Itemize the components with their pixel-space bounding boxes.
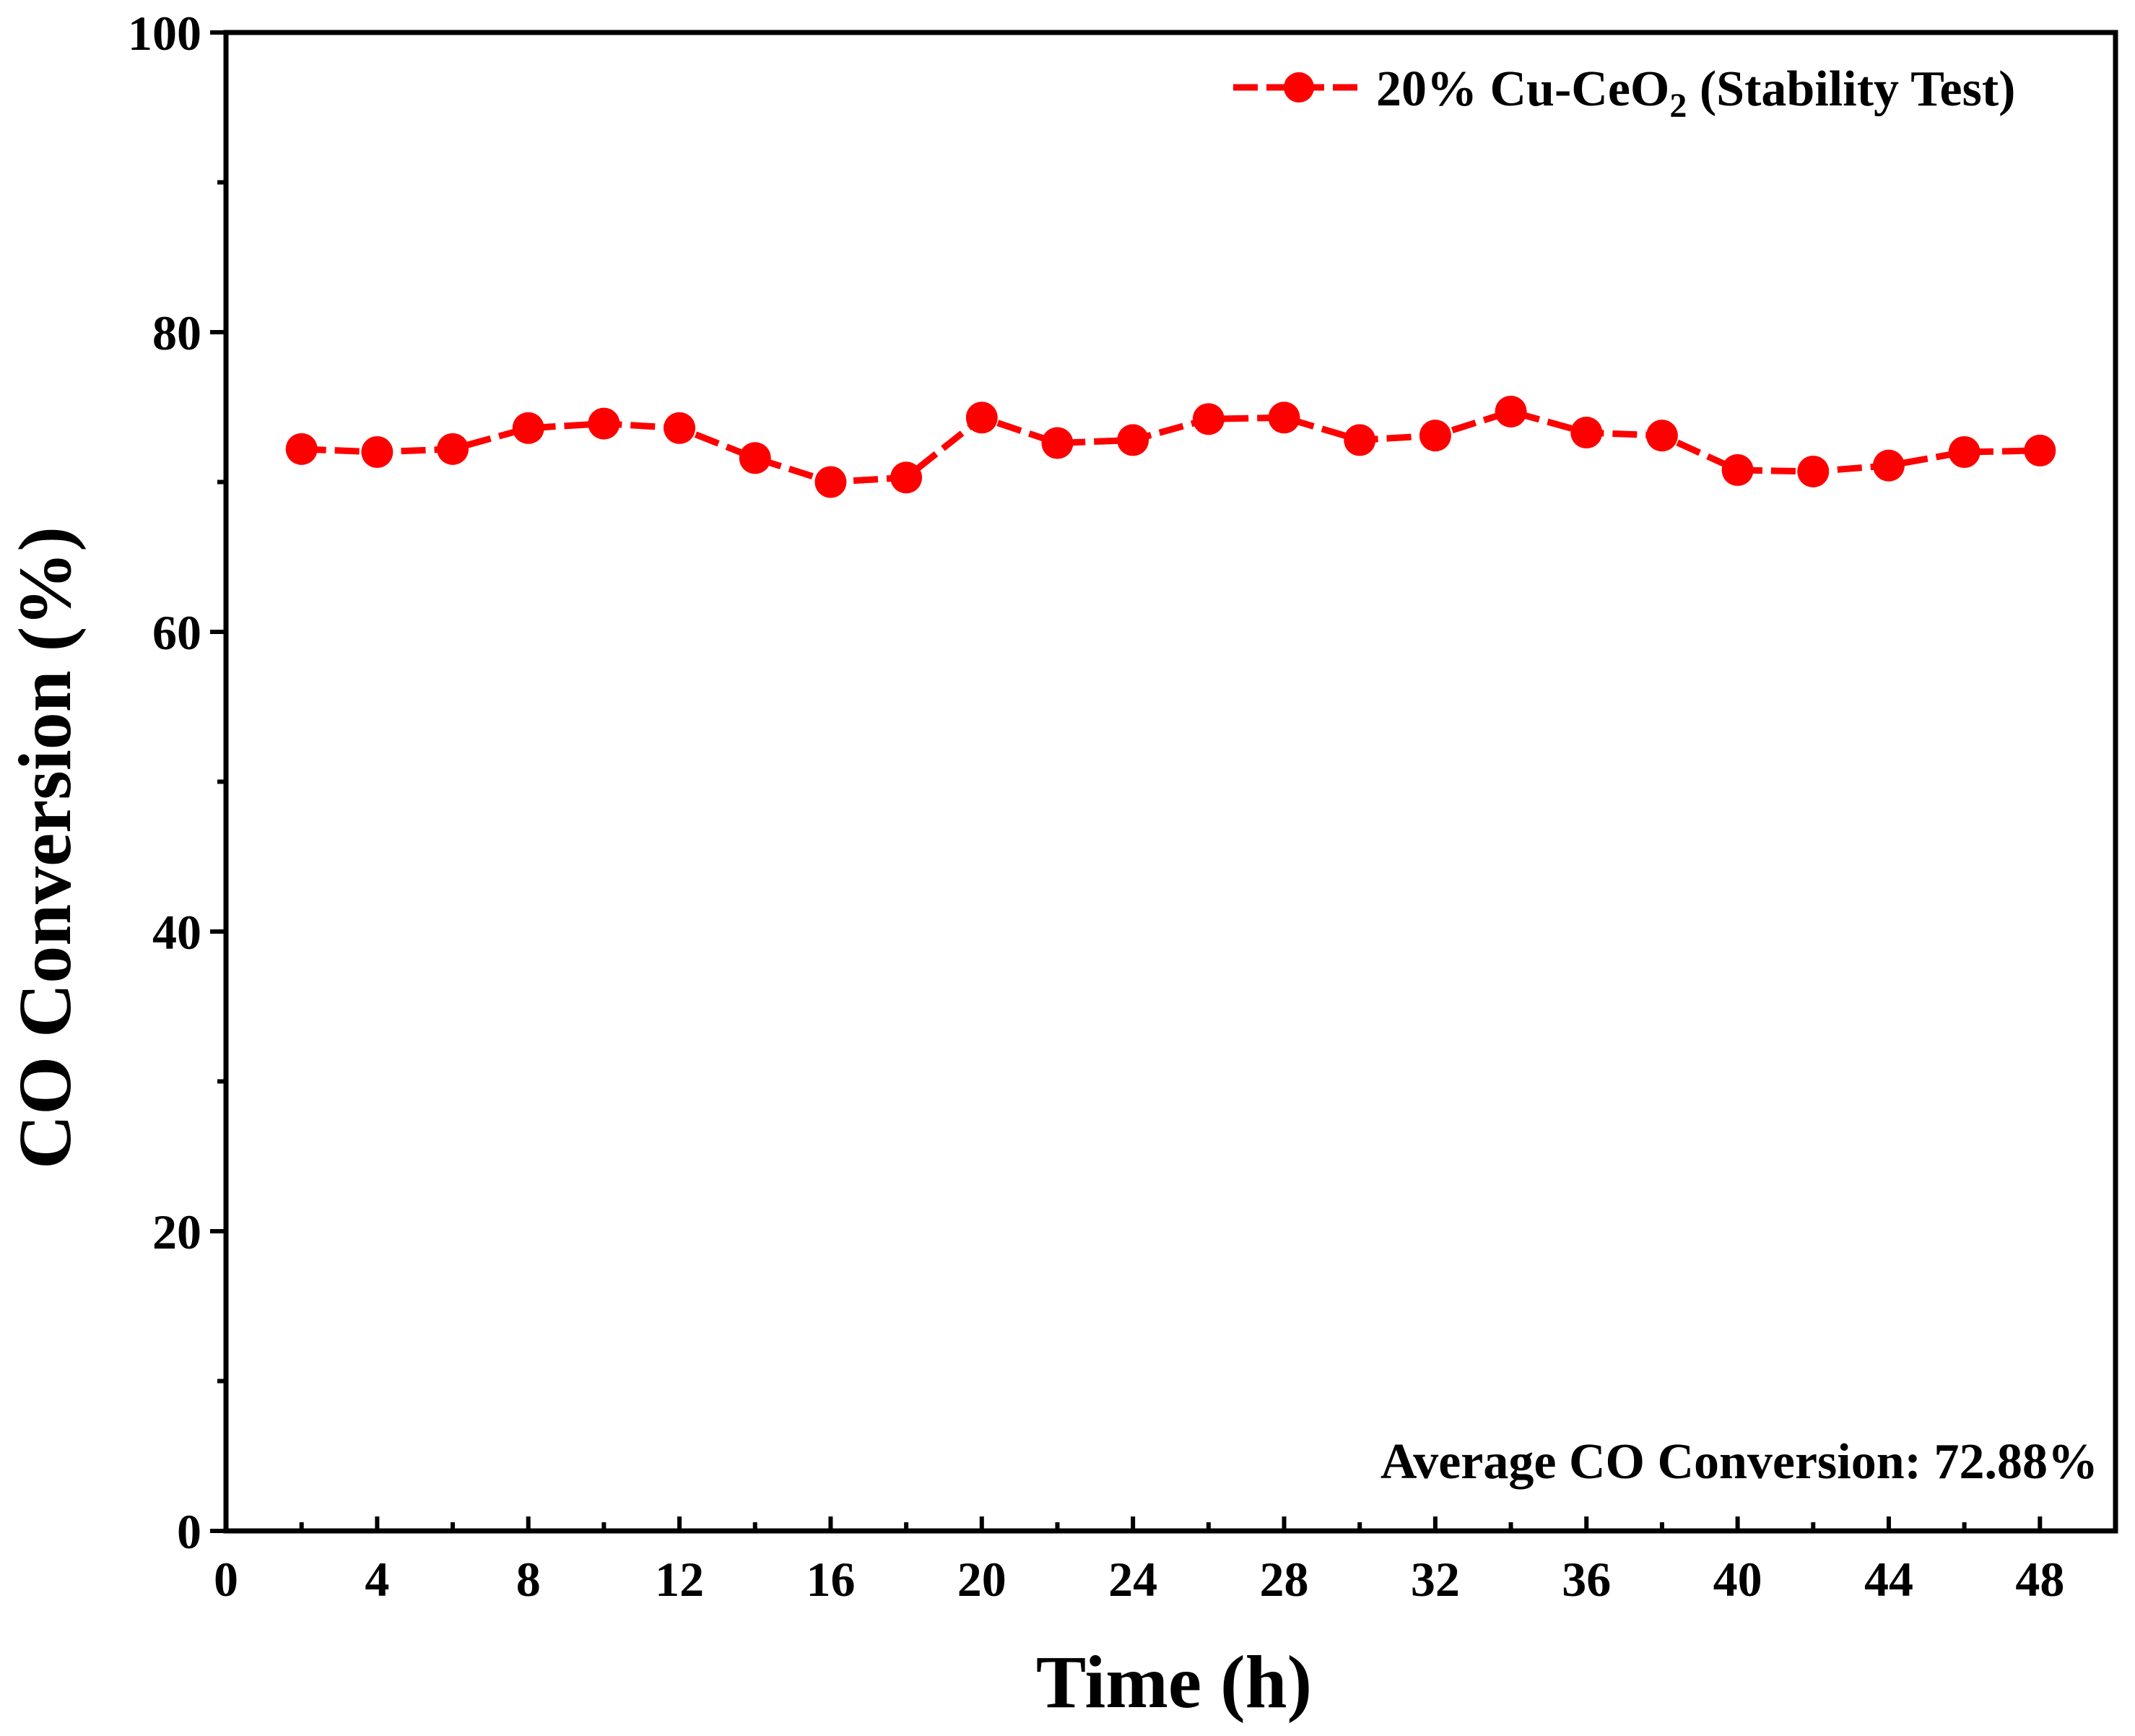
data-point xyxy=(1419,420,1451,452)
legend-label: 20% Cu-CeO2 (Stability Test) xyxy=(1376,61,2015,125)
y-tick-label: 40 xyxy=(152,905,201,960)
x-tick-label: 8 xyxy=(516,1552,541,1607)
x-tick-label: 24 xyxy=(1108,1552,1157,1607)
data-point xyxy=(1117,424,1149,456)
data-point xyxy=(1948,436,1980,468)
legend-label-main: 20% Cu-CeO xyxy=(1376,61,1669,117)
y-tick-label: 100 xyxy=(128,6,201,61)
data-point xyxy=(1570,417,1603,449)
series-line xyxy=(301,408,2040,485)
plot-frame xyxy=(223,30,2118,1534)
legend-marker xyxy=(1284,72,1314,103)
x-axis-title: Time (h) xyxy=(1036,1641,1312,1724)
data-point xyxy=(664,412,696,444)
data-series xyxy=(285,395,2056,498)
x-tick-label: 0 xyxy=(214,1552,238,1607)
x-tick-label: 4 xyxy=(365,1552,389,1607)
data-point xyxy=(739,442,771,474)
y-tick-label: 20 xyxy=(152,1205,201,1259)
y-tick-label: 60 xyxy=(152,605,201,660)
x-tick-label: 36 xyxy=(1562,1552,1611,1607)
data-point xyxy=(890,461,923,494)
data-point xyxy=(1268,402,1300,434)
x-tick-label: 20 xyxy=(957,1552,1006,1607)
data-point xyxy=(1721,453,1754,486)
data-point xyxy=(965,402,998,434)
x-tick-label: 32 xyxy=(1411,1552,1460,1607)
data-point xyxy=(285,433,318,465)
legend: 20% Cu-CeO2 (Stability Test) xyxy=(1233,61,2015,125)
data-point xyxy=(1872,449,1905,482)
legend-label-tail: (Stability Test) xyxy=(1687,61,2015,117)
x-tick-label: 16 xyxy=(806,1552,855,1607)
x-tick-label: 40 xyxy=(1713,1552,1762,1607)
x-tick-label: 12 xyxy=(655,1552,704,1607)
data-point xyxy=(512,412,544,444)
data-point xyxy=(588,407,620,440)
y-tick-label: 0 xyxy=(177,1504,201,1559)
data-point xyxy=(1041,427,1074,459)
data-point xyxy=(1495,395,1527,428)
legend-label-subscript: 2 xyxy=(1669,87,1687,125)
data-point xyxy=(1192,403,1225,435)
annotation-average: Average CO Conversion: 72.88% xyxy=(1380,1434,2098,1490)
data-point xyxy=(437,433,469,465)
data-point xyxy=(814,466,847,498)
x-tick-label: 44 xyxy=(1864,1552,1913,1607)
x-tick-label: 48 xyxy=(2015,1552,2064,1607)
y-tick-label: 80 xyxy=(152,305,201,360)
data-point xyxy=(1797,455,1830,487)
data-point xyxy=(361,436,393,468)
y-axis-title: CO Conversion (%) xyxy=(4,526,87,1169)
x-tick-label: 28 xyxy=(1260,1552,1309,1607)
data-point xyxy=(1344,424,1376,456)
data-point xyxy=(2024,434,2056,466)
data-point xyxy=(1645,420,1678,452)
